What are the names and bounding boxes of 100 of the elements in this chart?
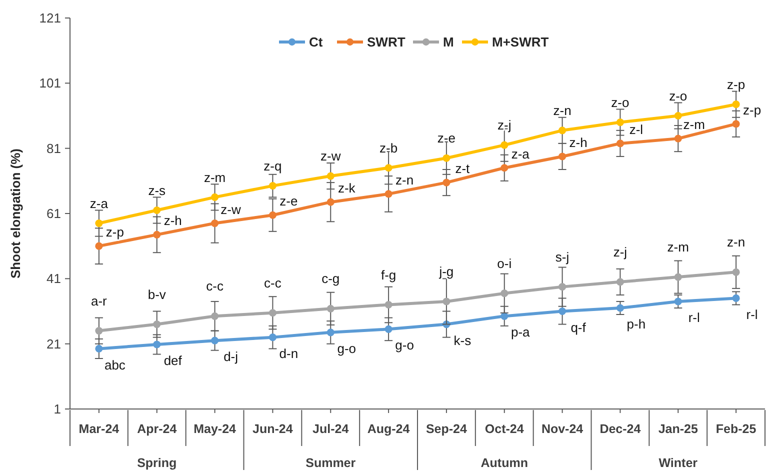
x-tick-label: Mar-24 — [78, 422, 120, 436]
annotation: z-p — [743, 102, 762, 118]
x-tick-label: Jul-24 — [312, 422, 349, 436]
point — [616, 140, 624, 148]
annotation: z-a — [511, 146, 530, 162]
annotation: d-j — [224, 349, 238, 364]
annotation: z-n — [553, 102, 572, 118]
point — [558, 283, 566, 291]
y-tick-label: 1 — [54, 402, 61, 417]
point — [211, 312, 219, 320]
point — [442, 178, 450, 186]
point — [268, 211, 276, 219]
point — [95, 242, 103, 250]
annotation: r-l — [746, 306, 758, 322]
annotation: z-n — [396, 172, 414, 188]
x-tick-label: Feb-25 — [716, 422, 756, 436]
annotation: p-a — [510, 324, 531, 340]
annotation: a-r — [91, 293, 108, 308]
point — [153, 340, 161, 348]
x-tick-label: Aug-24 — [367, 422, 410, 436]
annotation: z-w — [220, 202, 242, 217]
annotation: f-g — [380, 267, 396, 282]
point — [616, 118, 624, 126]
point — [500, 164, 508, 172]
x-tick-label: Jan-25 — [658, 422, 698, 436]
annotation: z-t — [455, 161, 470, 176]
x-tick-label: May-24 — [194, 422, 236, 436]
annotation: o-i — [497, 256, 512, 271]
x-tick-label: Jun-24 — [252, 422, 293, 436]
annotation: z-o — [669, 88, 688, 104]
point — [384, 164, 392, 172]
annotation: z-e — [437, 130, 456, 146]
point — [674, 273, 682, 281]
legend-label: SWRT — [367, 34, 406, 50]
annotation: z-a — [90, 196, 109, 211]
annotation: c-c — [264, 275, 282, 290]
annotation: q-f — [570, 320, 586, 335]
annotation: k-s — [454, 332, 472, 348]
point — [616, 304, 624, 312]
point — [616, 278, 624, 286]
annotation: z-j — [613, 244, 628, 260]
x-tick-label: Dec-24 — [600, 422, 641, 436]
legend-label: M — [443, 34, 454, 50]
annotation: abc — [104, 357, 126, 372]
point — [732, 100, 740, 108]
point — [674, 112, 682, 120]
annotation: z-p — [106, 224, 124, 240]
point — [732, 268, 740, 276]
y-tick-label: 81 — [46, 140, 61, 156]
annotation: z-k — [338, 180, 356, 196]
annotation: z-m — [683, 117, 705, 132]
annotation: z-q — [264, 158, 282, 174]
annotation: z-h — [569, 135, 588, 150]
point — [95, 327, 103, 335]
y-tick-label: 121 — [39, 10, 61, 26]
annotation: z-b — [380, 140, 398, 156]
annotation: z-w — [320, 148, 342, 164]
y-tick-label: 41 — [46, 271, 61, 286]
x-tick-label: Apr-24 — [137, 422, 177, 436]
annotation: p-h — [626, 316, 646, 332]
point — [153, 230, 161, 238]
point — [211, 219, 219, 228]
y-tick-label: 21 — [46, 336, 61, 352]
annotation: j-g — [438, 264, 454, 280]
legend-label: Ct — [309, 34, 324, 50]
point — [674, 134, 682, 142]
annotation: g-o — [337, 340, 356, 356]
x-tick-label: Oct-24 — [484, 422, 524, 436]
point — [211, 336, 219, 344]
point — [674, 298, 682, 306]
x-tick-label: Nov-24 — [541, 422, 584, 436]
point — [326, 328, 334, 336]
point — [558, 152, 566, 160]
point — [384, 325, 392, 333]
y-tick-label: 101 — [39, 76, 61, 91]
y-axis-title: Shoot elongation (%) — [8, 148, 23, 278]
point — [326, 198, 334, 206]
annotation: z-n — [727, 234, 746, 250]
point — [326, 304, 334, 312]
annotation: d-n — [279, 346, 298, 361]
point — [95, 219, 103, 228]
annotation: z-e — [280, 194, 298, 209]
annotation: b-v — [148, 286, 166, 302]
annotation: z-p — [727, 76, 746, 92]
annotation: z-l — [629, 122, 644, 137]
annotation: z-o — [611, 94, 630, 110]
point — [442, 154, 450, 162]
annotation: def — [164, 353, 182, 368]
text: Summer — [306, 456, 356, 470]
text: Spring — [137, 456, 177, 470]
point — [442, 298, 450, 306]
point — [268, 334, 276, 342]
annotation: z-s — [148, 182, 166, 198]
text: Winter — [658, 456, 698, 470]
annotation: z-m — [667, 240, 689, 255]
point — [558, 126, 566, 134]
legend-label: M+SWRT — [492, 34, 549, 50]
point — [268, 182, 276, 190]
point — [326, 172, 334, 180]
y-tick-label: 61 — [46, 206, 61, 222]
